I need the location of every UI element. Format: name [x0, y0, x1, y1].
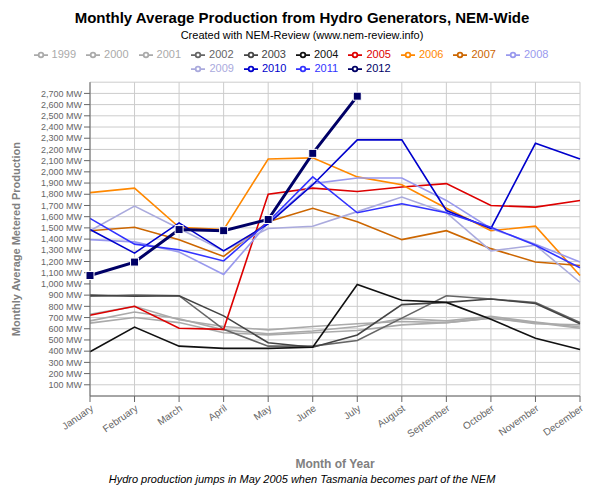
html-text:2002: 2002 [209, 48, 234, 60]
svg-text:July: July [342, 402, 363, 421]
svg-text:1,400 MW: 1,400 MW [41, 234, 83, 244]
html-text:2001: 2001 [156, 48, 181, 60]
svg-text:March: March [155, 402, 184, 427]
html-text:2010: 2010 [261, 62, 287, 75]
svg-text:January: January [60, 402, 95, 431]
svg-text:800 MW: 800 MW [48, 302, 82, 312]
html-text:2007: 2007 [471, 48, 496, 60]
svg-text:Month of Year: Month of Year [295, 457, 374, 471]
svg-text:2,300 MW: 2,300 MW [41, 133, 83, 143]
svg-text:500 MW: 500 MW [48, 335, 82, 345]
svg-text:2,000 MW: 2,000 MW [41, 167, 83, 177]
svg-text:1,000 MW: 1,000 MW [41, 279, 83, 289]
html-text:1999: 1999 [51, 48, 77, 60]
svg-text:2,400 MW: 2,400 MW [41, 122, 83, 132]
html-text:2003: 2003 [261, 48, 286, 60]
svg-text:600 MW: 600 MW [48, 324, 82, 334]
svg-text:400 MW: 400 MW [48, 346, 82, 356]
svg-text:May: May [252, 402, 274, 422]
svg-text:1,800 MW: 1,800 MW [41, 189, 83, 199]
svg-text:November: November [497, 402, 542, 438]
svg-text:1,500 MW: 1,500 MW [41, 223, 83, 233]
svg-text:300 MW: 300 MW [48, 358, 82, 368]
svg-text:September: September [405, 402, 452, 439]
html-text:2006: 2006 [419, 48, 444, 60]
svg-text:October: October [461, 402, 497, 432]
svg-text:900 MW: 900 MW [48, 290, 82, 300]
html-text:2000: 2000 [104, 48, 129, 60]
svg-text:1,100 MW: 1,100 MW [41, 268, 83, 278]
svg-text:December: December [541, 402, 586, 438]
svg-text:2,500 MW: 2,500 MW [41, 111, 83, 121]
svg-text:100 MW: 100 MW [48, 380, 82, 390]
svg-text:1,300 MW: 1,300 MW [41, 245, 83, 255]
html-text:2008: 2008 [523, 48, 549, 60]
svg-text:Monthly Average Metered Produc: Monthly Average Metered Production [10, 142, 22, 336]
svg-text:1,900 MW: 1,900 MW [41, 178, 83, 188]
html-text:Hydro production jumps in May: Hydro production jumps in May 2005 when … [108, 473, 496, 485]
svg-text:2,600 MW: 2,600 MW [41, 100, 83, 110]
svg-text:April: April [206, 402, 229, 422]
html-text:Created with NEM-Review (www.n: Created with NEM-Review (www.nem-review.… [180, 29, 424, 41]
html-text:Monthly Average Production fro: Monthly Average Production from Hydro Ge… [74, 9, 530, 26]
html-text:2009: 2009 [209, 62, 234, 75]
svg-text:1,200 MW: 1,200 MW [41, 257, 83, 267]
html-text:2011: 2011 [314, 62, 339, 75]
svg-text:February: February [101, 402, 140, 434]
html-text:2012: 2012 [366, 62, 391, 75]
svg-text:2,100 MW: 2,100 MW [41, 156, 83, 166]
svg-text:August: August [375, 402, 407, 429]
html-text:2004: 2004 [314, 48, 339, 60]
svg-text:2,700 MW: 2,700 MW [41, 89, 83, 99]
svg-text:2,200 MW: 2,200 MW [41, 145, 83, 155]
svg-text:1,600 MW: 1,600 MW [41, 212, 83, 222]
html-text:2005: 2005 [366, 48, 391, 60]
svg-text:June: June [294, 402, 318, 424]
svg-text:700 MW: 700 MW [48, 313, 82, 323]
svg-text:200 MW: 200 MW [48, 369, 82, 379]
svg-text:1,700 MW: 1,700 MW [41, 201, 83, 211]
